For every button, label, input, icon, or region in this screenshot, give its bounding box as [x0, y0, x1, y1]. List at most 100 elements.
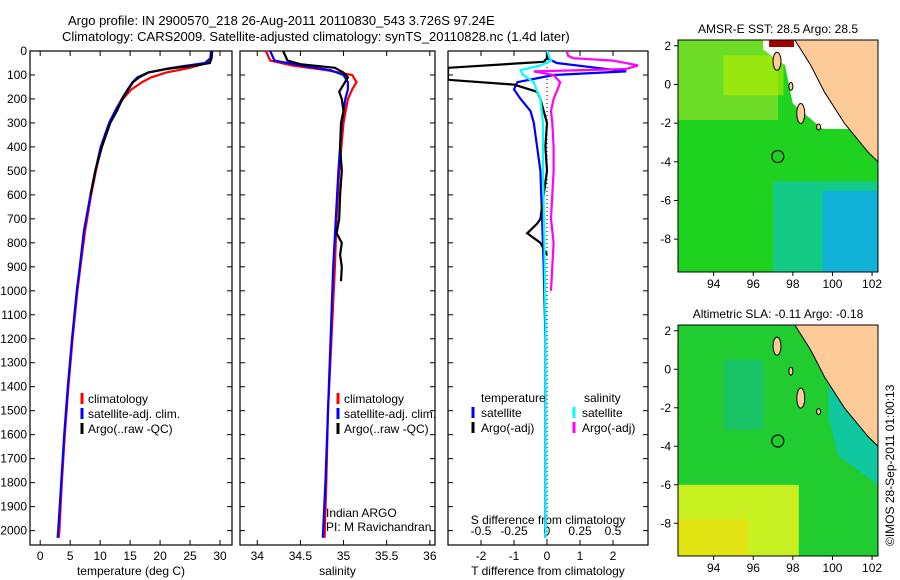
- figure-title-line-2: Climatology: CARS2009. Satellite-adjuste…: [62, 29, 570, 44]
- y-tick-label: 2000: [0, 524, 27, 538]
- x-tick-label: -1: [509, 549, 520, 563]
- y-tick-label: 600: [7, 188, 27, 202]
- argo-location-marker: [771, 434, 785, 448]
- x-tick-label: 15: [123, 549, 137, 563]
- x-tick-label: 25: [183, 549, 197, 563]
- island: [816, 123, 822, 131]
- map-lat-label: -2: [660, 116, 671, 130]
- legend-label: satellite: [481, 406, 522, 420]
- credit-text: ©IMOS 28-Sep-2011 01:00:13: [883, 384, 897, 546]
- x2-tick-label: 0.5: [605, 524, 622, 538]
- y-tick-label: 900: [7, 260, 27, 274]
- legend-label: satellite-adj. clim.: [88, 407, 180, 421]
- y-tick-label: 800: [7, 236, 27, 250]
- island: [788, 366, 794, 376]
- x2-tick-label: 0.25: [568, 524, 592, 538]
- legend-label: Argo(-adj): [582, 421, 635, 435]
- x-tick-label: -2: [476, 549, 487, 563]
- x-tick-label: 34.5: [289, 549, 313, 563]
- island: [796, 387, 806, 409]
- legend-label: satellite-adj. clim.: [344, 407, 436, 421]
- y-tick-label: 100: [7, 68, 27, 82]
- panel-salinity: 34 34.5 35 35.5 36 salinity climatologysatelli…: [239, 50, 437, 578]
- sla-high-patch: [678, 519, 748, 556]
- sla-low-patch: [723, 359, 764, 430]
- x-tick-label: 5: [67, 549, 74, 563]
- x-tick-label: 30: [213, 549, 227, 563]
- x-tick-label: 34: [251, 549, 265, 563]
- y-tick-label: 400: [7, 140, 27, 154]
- sst-cool-patch: [822, 190, 878, 272]
- panel-difference: -2 -1 0 1 2T difference from climatology -0.5…: [447, 50, 649, 578]
- y-tick-label: 1400: [0, 380, 27, 394]
- map-frame: [677, 324, 879, 557]
- x-tick-label: 36: [423, 549, 437, 563]
- y-tick-label: 700: [7, 212, 27, 226]
- island: [772, 51, 782, 71]
- map-lat-label: -4: [660, 439, 671, 453]
- y-tick-label: 1600: [0, 428, 27, 442]
- map-lat-label: -8: [660, 232, 671, 246]
- figure-title-line-1: Argo profile: IN 2900570_218 26-Aug-2011…: [68, 13, 495, 28]
- sla-coastal-patch: [828, 378, 878, 485]
- legend-label: satellite: [582, 406, 623, 420]
- map-lon-label: 102: [862, 277, 882, 291]
- y-tick-label: 200: [7, 92, 27, 106]
- map-title: Altimetric SLA: -0.11 Argo: -0.18: [693, 307, 864, 321]
- map-sst: AMSR-E SST: 28.5 Argo: 28.5 94 96 98 100 102 2…: [660, 22, 882, 291]
- map-lat-label: 2: [664, 39, 671, 53]
- island: [772, 336, 782, 356]
- plot-frame: [239, 50, 436, 546]
- map-lat-label: -4: [660, 155, 671, 169]
- map-lat-label: 0: [664, 77, 671, 91]
- series-line-argo-raw-qc-: [89, 50, 214, 196]
- y-tick-label: 500: [7, 164, 27, 178]
- map-sla: Altimetric SLA: -0.11 Argo: -0.18 94 96 98 1…: [660, 307, 882, 575]
- island: [796, 102, 806, 124]
- y-tick-label: 1700: [0, 452, 27, 466]
- map-lon-label: 96: [747, 277, 761, 291]
- map-frame: [677, 39, 879, 273]
- sst-hot-pixel: [769, 40, 795, 47]
- map-lon-label: 94: [707, 561, 721, 575]
- x-axis-label: salinity: [319, 564, 356, 578]
- y-tick-label: 1000: [0, 284, 27, 298]
- legend-label: Argo(..raw -QC): [344, 422, 429, 436]
- series-line-t-argo-adj-: [448, 51, 549, 256]
- y-tick-label: 1800: [0, 476, 27, 490]
- y-tick-label: 0: [20, 44, 27, 58]
- plot-frame: [447, 50, 649, 546]
- map-lon-label: 98: [786, 561, 800, 575]
- y-tick-label: 1500: [0, 404, 27, 418]
- y-tick-label: 1300: [0, 356, 27, 370]
- y-tick-label: 1900: [0, 500, 27, 514]
- legend-title-temperature: temperature: [481, 391, 546, 405]
- x-tick-label: 1: [577, 549, 584, 563]
- map-lon-label: 96: [747, 561, 761, 575]
- map-lon-label: 100: [822, 561, 842, 575]
- map-lat-label: -8: [660, 516, 671, 530]
- map-lon-label: 94: [707, 277, 721, 291]
- x-axis-label: temperature (deg C): [77, 564, 185, 578]
- series-line-s-satellite: [518, 51, 553, 538]
- x2-tick-label: -0.25: [500, 524, 528, 538]
- y-tick-label: 300: [7, 116, 27, 130]
- island: [788, 81, 794, 91]
- x2-tick-label: -0.5: [471, 524, 492, 538]
- series-line-s-argo-adj-: [533, 51, 639, 291]
- panel-temperature: 0 5 10 15 20 25 30 temperature (deg C) 0 100 200 30…: [0, 44, 233, 578]
- annotation-pi: PI: M Ravichandran: [326, 520, 431, 534]
- x2-axis-label: S difference from climatology: [471, 513, 626, 527]
- x-tick-label: 35: [337, 549, 351, 563]
- map-lon-label: 98: [786, 277, 800, 291]
- legend-label: climatology: [344, 392, 404, 406]
- map-lon-label: 102: [862, 561, 882, 575]
- map-lat-label: -6: [660, 193, 671, 207]
- map-lat-label: 2: [664, 324, 671, 338]
- x-tick-label: 0: [37, 549, 44, 563]
- x-tick-label: 0: [544, 549, 551, 563]
- x-tick-label: 10: [93, 549, 107, 563]
- plot-frame: [29, 50, 233, 546]
- map-lat-label: -6: [660, 478, 671, 492]
